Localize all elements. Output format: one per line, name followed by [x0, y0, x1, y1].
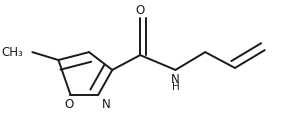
Text: O: O	[64, 98, 73, 111]
Text: H: H	[172, 82, 179, 92]
Text: N: N	[101, 98, 110, 111]
Text: N: N	[171, 73, 180, 86]
Text: CH₃: CH₃	[1, 46, 23, 59]
Text: O: O	[135, 4, 145, 17]
